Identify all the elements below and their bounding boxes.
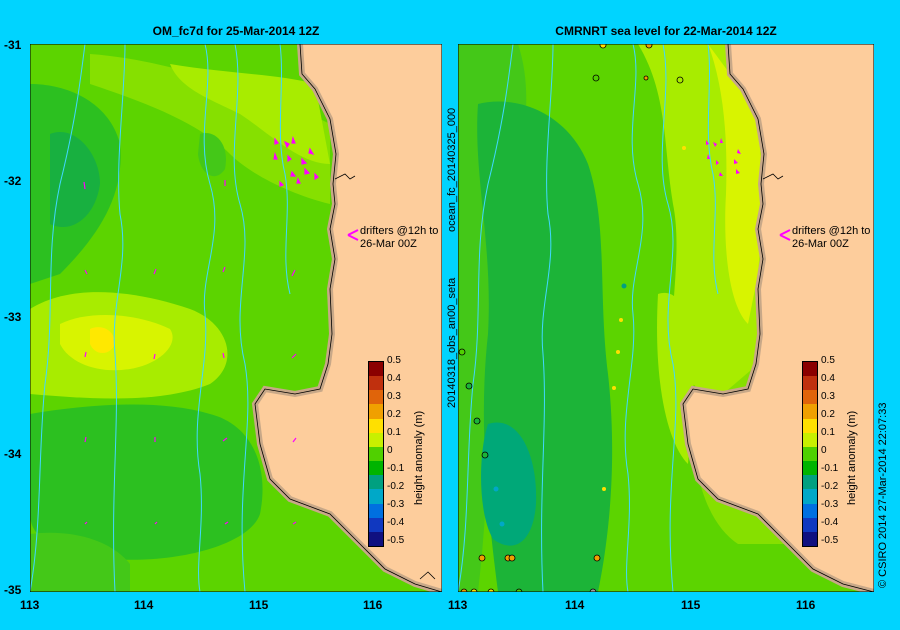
x-tick-label: 113	[448, 598, 468, 612]
colorbar-tick-label: 0.5	[387, 355, 401, 366]
credit-label: © CSIRO 2014 27-Mar-2014 22:07:33	[877, 402, 889, 588]
colorbar-tick-label: -0.1	[387, 463, 405, 474]
colorbar-segment	[369, 461, 383, 476]
colorbar-segment	[803, 418, 817, 434]
right-colorbar	[802, 361, 818, 547]
colorbar-segment	[803, 461, 817, 476]
right-drifter-annotation: drifters @12h to 26-Mar 00Z	[792, 225, 870, 251]
y-tick-label: -32	[4, 174, 22, 188]
colorbar-tick-label: -0.3	[387, 499, 405, 510]
forecast-run-label: ocean_fc_20140325_000	[446, 107, 458, 232]
drifter-markers	[83, 135, 319, 525]
colorbar-tick-label: 0.5	[821, 355, 835, 366]
colorbar-tick-label: 0.1	[387, 427, 401, 438]
colorbar-segment	[803, 404, 817, 420]
left-drifter-annotation: drifters @12h to 26-Mar 00Z	[360, 225, 438, 251]
colorbar-segment	[803, 503, 817, 519]
colorbar-segment	[369, 517, 383, 533]
colorbar-tick-label: -0.2	[821, 481, 839, 492]
colorbar-tick-label: 0.1	[821, 427, 835, 438]
colorbar-tick-label: 0.4	[821, 373, 835, 384]
annotation-line: drifters @12h to	[360, 225, 439, 237]
colorbar-tick-label: -0.2	[387, 481, 405, 492]
colorbar-segment	[803, 489, 817, 505]
colorbar-segment	[369, 475, 383, 490]
colorbar-segment	[369, 432, 383, 448]
colorbar-tick-label: -0.4	[821, 517, 839, 528]
x-tick-label: 115	[681, 598, 701, 612]
colorbar-segment	[369, 390, 383, 405]
drifter-legend-arrow	[347, 229, 359, 241]
colorbar-tick-label: -0.5	[821, 535, 839, 546]
colorbar-segment	[803, 517, 817, 533]
observation-markers	[458, 44, 686, 592]
drifter-markers	[706, 138, 741, 176]
x-tick-label: 116	[796, 598, 816, 612]
x-tick-label: 114	[134, 598, 154, 612]
colorbar-tick-label: 0	[387, 445, 393, 456]
y-tick-label: -31	[4, 38, 22, 52]
colorbar-tick-label: -0.1	[821, 463, 839, 474]
colorbar-tick-label: 0.3	[387, 391, 401, 402]
annotation-line: 26-Mar 00Z	[792, 238, 849, 250]
x-tick-label: 116	[363, 598, 383, 612]
colorbar-segment	[369, 418, 383, 434]
colorbar-segment	[369, 404, 383, 420]
right-map-title: CMRNRT sea level for 22-Mar-2014 12Z	[555, 24, 777, 38]
colorbar-segment	[369, 489, 383, 505]
right-colorbar-label: height anomaly (m)	[846, 410, 858, 505]
colorbar-segment	[803, 362, 817, 377]
colorbar-segment	[369, 376, 383, 391]
colorbar-segment	[803, 446, 817, 462]
colorbar-segment	[803, 390, 817, 405]
colorbar-tick-label: 0.3	[821, 391, 835, 402]
left-colorbar-label: height anomaly (m)	[413, 410, 425, 505]
left-map-title: OM_fc7d for 25-Mar-2014 12Z	[152, 24, 320, 38]
colorbar-tick-label: 0.4	[387, 373, 401, 384]
colorbar-tick-label: 0.2	[821, 409, 835, 420]
colorbar-tick-label: -0.3	[821, 499, 839, 510]
colorbar-segment	[803, 432, 817, 448]
colorbar-segment	[803, 475, 817, 490]
x-tick-label: 115	[249, 598, 269, 612]
annotation-line: 26-Mar 00Z	[360, 238, 417, 250]
colorbar-segment	[369, 503, 383, 519]
x-tick-label: 113	[20, 598, 40, 612]
colorbar-segment	[369, 531, 383, 547]
colorbar-tick-label: -0.4	[387, 517, 405, 528]
y-tick-label: -34	[4, 447, 22, 461]
y-tick-label: -35	[4, 583, 22, 597]
colorbar-segment	[803, 531, 817, 547]
colorbar-segment	[369, 446, 383, 462]
drifter-legend-arrow	[779, 229, 791, 241]
colorbar-tick-label: 0	[821, 445, 827, 456]
analysis-run-label: 20140318_obs_an00_seta	[446, 277, 458, 408]
y-tick-label: -33	[4, 310, 22, 324]
x-tick-label: 114	[565, 598, 585, 612]
colorbar-tick-label: 0.2	[387, 409, 401, 420]
left-colorbar	[368, 361, 384, 547]
colorbar-segment	[369, 362, 383, 377]
colorbar-tick-label: -0.5	[387, 535, 405, 546]
colorbar-segment	[803, 376, 817, 391]
annotation-line: drifters @12h to	[792, 225, 871, 237]
left-sea-level-map	[30, 44, 442, 592]
